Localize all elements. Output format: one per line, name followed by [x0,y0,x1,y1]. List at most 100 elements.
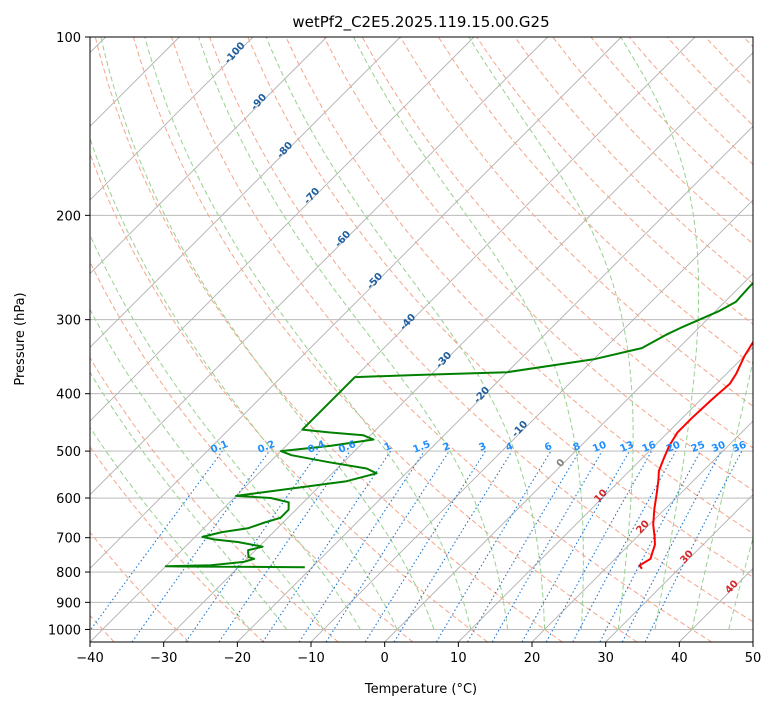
dry-adiabat-label: -30 [434,350,454,371]
dry-adiabat-line [171,37,712,642]
mixing-ratio-label: 8 [572,441,583,454]
x-axis: −40 −30 −20 −10 0 10 20 30 40 50 [76,642,761,666]
moist-adiabat-line [90,136,398,630]
y-tick-label: 300 [56,314,81,329]
x-tick-label: −30 [150,651,177,666]
mixing-ratio-line [298,450,425,642]
dry-adiabat-line [437,37,753,366]
mixing-ratio-line [572,450,677,642]
isotherm-line [90,37,401,348]
mixing-ratio-line [467,450,580,642]
x-tick-label: 20 [524,651,541,666]
isotherm-line [237,125,753,642]
mixing-ratio-label: 20 [665,440,682,455]
moist-adiabat-line [90,371,288,630]
isotherm-line [90,37,548,496]
moist-adiabat-line [100,37,435,630]
isotherm-line [458,346,753,642]
mixing-ratio-line [435,450,552,642]
isotherm-line [90,37,622,569]
dry-adiabat-label: -50 [365,271,385,292]
y-tick-label: 700 [56,532,81,547]
dry-adiabat-line [704,37,753,87]
y-tick-label: 400 [56,388,81,403]
mixing-ratio-label: 36 [731,440,748,455]
x-axis-label: Temperature (°C) [364,682,477,697]
x-tick-label: 50 [745,651,762,666]
moist-adiabat-label: 10 [592,487,610,505]
mixing-ratio-label: 13 [619,440,636,455]
moist-adiabat-line [468,37,634,630]
y-tick-label: 600 [56,492,81,507]
dry-adiabat-line [94,37,563,642]
chart-title: wetPf2_C2E5.2025.119.15.00.G25 [292,13,549,32]
dry-adiabat-line [132,37,638,642]
x-tick-label: −20 [224,651,251,666]
moist-adiabat-line [691,358,753,630]
isotherm-line [163,52,753,642]
mixing-ratio-line [545,450,653,642]
y-tick-label: 100 [56,31,81,46]
mixing-ratio-label: 0.4 [306,439,327,456]
x-tick-label: 40 [671,651,688,666]
mixing-ratio-label: 1.5 [412,439,433,456]
y-axis: 100 200 300 400 500 600 700 800 900 1000 [48,31,90,638]
dry-adiabat-line [90,531,190,642]
dry-adiabat-label: -10 [510,419,530,440]
dry-adiabat-line [90,260,414,642]
moist-adiabat-line [728,536,753,630]
mixing-ratio-label: 30 [710,440,727,455]
moist-adiabat-line [90,426,251,630]
dry-adiabat-line [90,356,339,642]
dry-adiabat-label: -60 [333,229,353,250]
isotherm-line [384,273,753,642]
mixing-ratio-label: 25 [690,440,707,455]
isotherm-line [90,37,696,642]
dewpoint-profile-line [164,281,753,569]
mixing-ratio-line [621,450,722,642]
y-tick-label: 800 [56,566,81,581]
dry-adiabat-line [90,446,264,642]
dry-adiabat-line [552,37,753,245]
moist-adiabat-line [620,37,700,630]
isotherm-line [90,37,254,201]
y-tick-label: 200 [56,209,81,224]
x-tick-label: −10 [297,651,324,666]
dry-adiabat-label: -90 [249,92,269,113]
mixing-ratio-label: 0.1 [209,439,230,456]
isotherm-line [310,199,753,642]
mixing-ratio-label: 6 [543,441,554,454]
dry-adiabat-line [361,37,753,449]
isotherm-line [531,420,753,642]
dry-adiabat-line [285,37,753,535]
x-tick-label: 0 [381,651,389,666]
y-tick-label: 500 [56,445,81,460]
mixing-ratio-line [218,450,351,642]
mixing-ratio-line [599,450,701,642]
dry-adiabat-line [514,37,753,285]
moist-adiabat-line [90,233,361,630]
dry-adiabat-label: -70 [302,186,322,207]
moist-adiabat-label: 30 [678,548,696,566]
dry-adiabat-label: -20 [472,385,492,406]
dry-adiabat-line [743,37,753,48]
mixing-ratio-line [644,450,743,642]
mixing-ratio-line [90,450,223,632]
moist-adiabat-line [353,37,584,630]
mixing-ratio-label: 2 [441,441,452,454]
isotherm-line [90,37,327,275]
mixing-ratio-line [521,450,630,642]
x-tick-label: 30 [597,651,614,666]
x-tick-label: 10 [450,651,467,666]
moist-adiabat-line [144,37,472,630]
dry-adiabat-line [323,37,753,491]
plot-frame [89,36,754,643]
isotherm-line [90,37,475,422]
plot-area: -100-90-80-70-60-50-40-30-20-10010203040… [90,37,753,642]
y-axis-label: Pressure (hPa) [13,292,28,385]
isotherm-line [605,494,753,642]
dry-adiabat-line [590,37,753,205]
moist-adiabat-line [265,37,546,630]
mixing-ratio-line [262,450,392,642]
